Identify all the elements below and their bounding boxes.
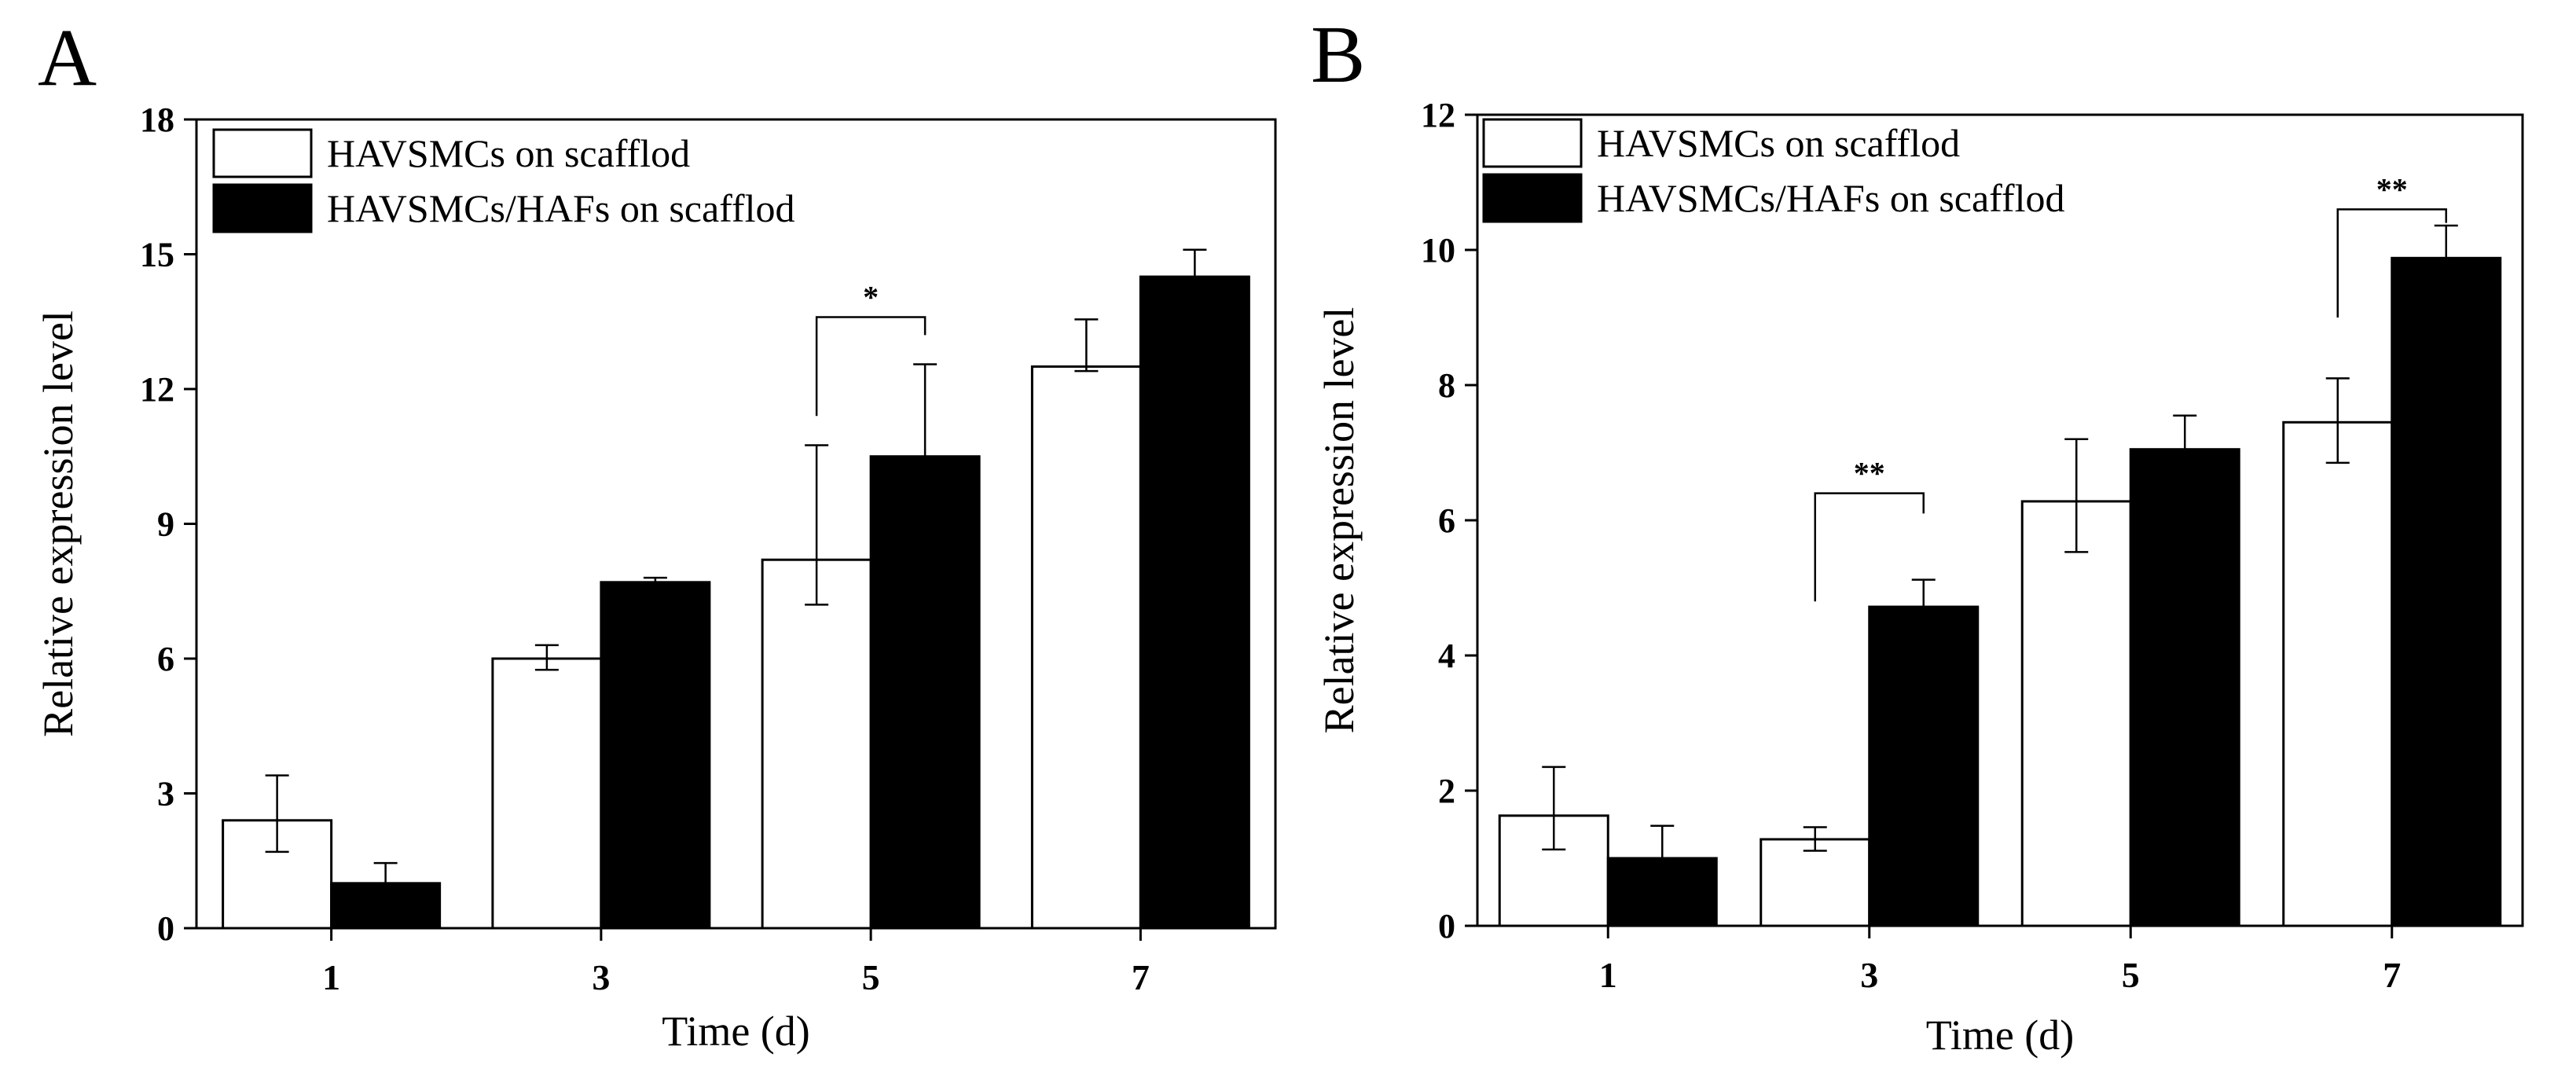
- error-bar-series0-day-1: [1542, 765, 1566, 851]
- y-tick-label: 4: [1438, 637, 1455, 675]
- error-bar-series1-day-1: [1650, 824, 1675, 858]
- legend-label: HAVSMCs/HAFs on scafflod: [1597, 176, 2064, 220]
- x-tick-label: 7: [2383, 955, 2401, 995]
- y-tick-label: 10: [1421, 231, 1455, 270]
- bar-series1-day-3: [1868, 605, 1980, 927]
- error-bar-series0-day-5: [805, 444, 829, 606]
- legend-swatch: [212, 128, 313, 178]
- error-bar-series1-day-7: [2434, 224, 2458, 259]
- x-tick-label: 7: [1132, 957, 1150, 997]
- y-tick-label: 2: [1438, 772, 1455, 810]
- panel-label: A: [38, 13, 97, 103]
- bar-series1-day-3: [600, 581, 711, 930]
- y-tick-label: 15: [140, 236, 174, 274]
- error-bar-series0-day-3: [1803, 826, 1827, 852]
- error-bar-series1-day-3: [1911, 578, 1936, 608]
- panel-label: B: [1311, 9, 1365, 100]
- bar-series0-day-3: [1760, 838, 1871, 927]
- y-tick-label: 12: [140, 370, 174, 409]
- bar-series0-day-7: [1030, 365, 1142, 930]
- bar-series1-day-5: [869, 455, 981, 930]
- legend-label: HAVSMCs on scafflod: [1597, 121, 1960, 165]
- y-tick-label: 0: [1438, 907, 1455, 945]
- error-bar-series1-day-5: [913, 363, 938, 457]
- bar-series1-day-5: [2129, 448, 2240, 927]
- x-tick-label: 3: [1860, 955, 1878, 995]
- error-bar-series1-day-3: [643, 576, 667, 582]
- y-tick-label: 6: [157, 640, 174, 678]
- legend-swatch: [212, 183, 313, 233]
- y-tick-label: 6: [1438, 501, 1455, 540]
- significance-label: *: [863, 280, 879, 315]
- y-axis-title: Relative expression level: [1316, 307, 1363, 734]
- y-axis-title: Relative expression level: [35, 310, 82, 737]
- bar-series0-day-5: [2020, 500, 2132, 927]
- x-tick-label: 5: [862, 957, 880, 997]
- y-tick-label: 3: [157, 775, 174, 813]
- bar-series0-day-7: [2282, 420, 2394, 927]
- legend: HAVSMCs on scafflod HAVSMCs/HAFs on scaff…: [1482, 118, 2064, 223]
- x-axis-title: Time (d): [662, 1008, 810, 1055]
- bar-series1-day-7: [2391, 256, 2502, 927]
- legend-label: HAVSMCs on scafflod: [327, 131, 690, 175]
- panel-b: B ** ** 0 2 4 6 8 10 12 1 3 5 7 Time (d) Relative expre…: [1311, 9, 2524, 1059]
- error-bar-series1-day-1: [373, 861, 398, 883]
- bar-series1-day-1: [1606, 857, 1718, 927]
- y-tick-label: 0: [157, 909, 174, 948]
- significance-label: **: [2376, 171, 2408, 207]
- legend-swatch: [1482, 173, 1583, 223]
- y-tick-label: 12: [1421, 96, 1455, 134]
- x-axis-title: Time (d): [1926, 1011, 2075, 1059]
- error-bar-series0-day-5: [2064, 438, 2089, 553]
- significance-bracket: [1814, 492, 1925, 602]
- bar-series0-day-5: [761, 558, 872, 930]
- significance-bracket: [2336, 208, 2447, 318]
- bar-series1-day-7: [1139, 275, 1250, 930]
- error-bar-series0-day-3: [534, 644, 559, 671]
- error-bar-series1-day-5: [2173, 414, 2197, 450]
- x-tick-label: 5: [2122, 955, 2140, 995]
- significance-label: **: [1854, 456, 1885, 491]
- y-tick-label: 18: [140, 101, 174, 139]
- error-bar-series0-day-7: [1074, 318, 1099, 373]
- panel-a: A * 0 3 6 9 12 15 18 1 3 5 7 Time (d) Relative express…: [35, 13, 1277, 1055]
- bar-series1-day-1: [330, 882, 442, 930]
- legend: HAVSMCs on scafflod HAVSMCs/HAFs on scaff…: [212, 128, 794, 233]
- error-bar-series1-day-7: [1183, 248, 1207, 277]
- bar-series0-day-3: [491, 657, 603, 930]
- legend-label: HAVSMCs/HAFs on scafflod: [327, 186, 794, 230]
- error-bar-series0-day-1: [265, 774, 289, 854]
- x-tick-label: 1: [322, 957, 340, 997]
- y-tick-label: 9: [157, 505, 174, 544]
- y-tick-label: 8: [1438, 366, 1455, 405]
- x-tick-label: 3: [592, 957, 610, 997]
- legend-swatch: [1482, 118, 1583, 168]
- error-bar-series0-day-7: [2325, 377, 2350, 464]
- x-tick-label: 1: [1599, 955, 1617, 995]
- significance-bracket: [815, 316, 927, 417]
